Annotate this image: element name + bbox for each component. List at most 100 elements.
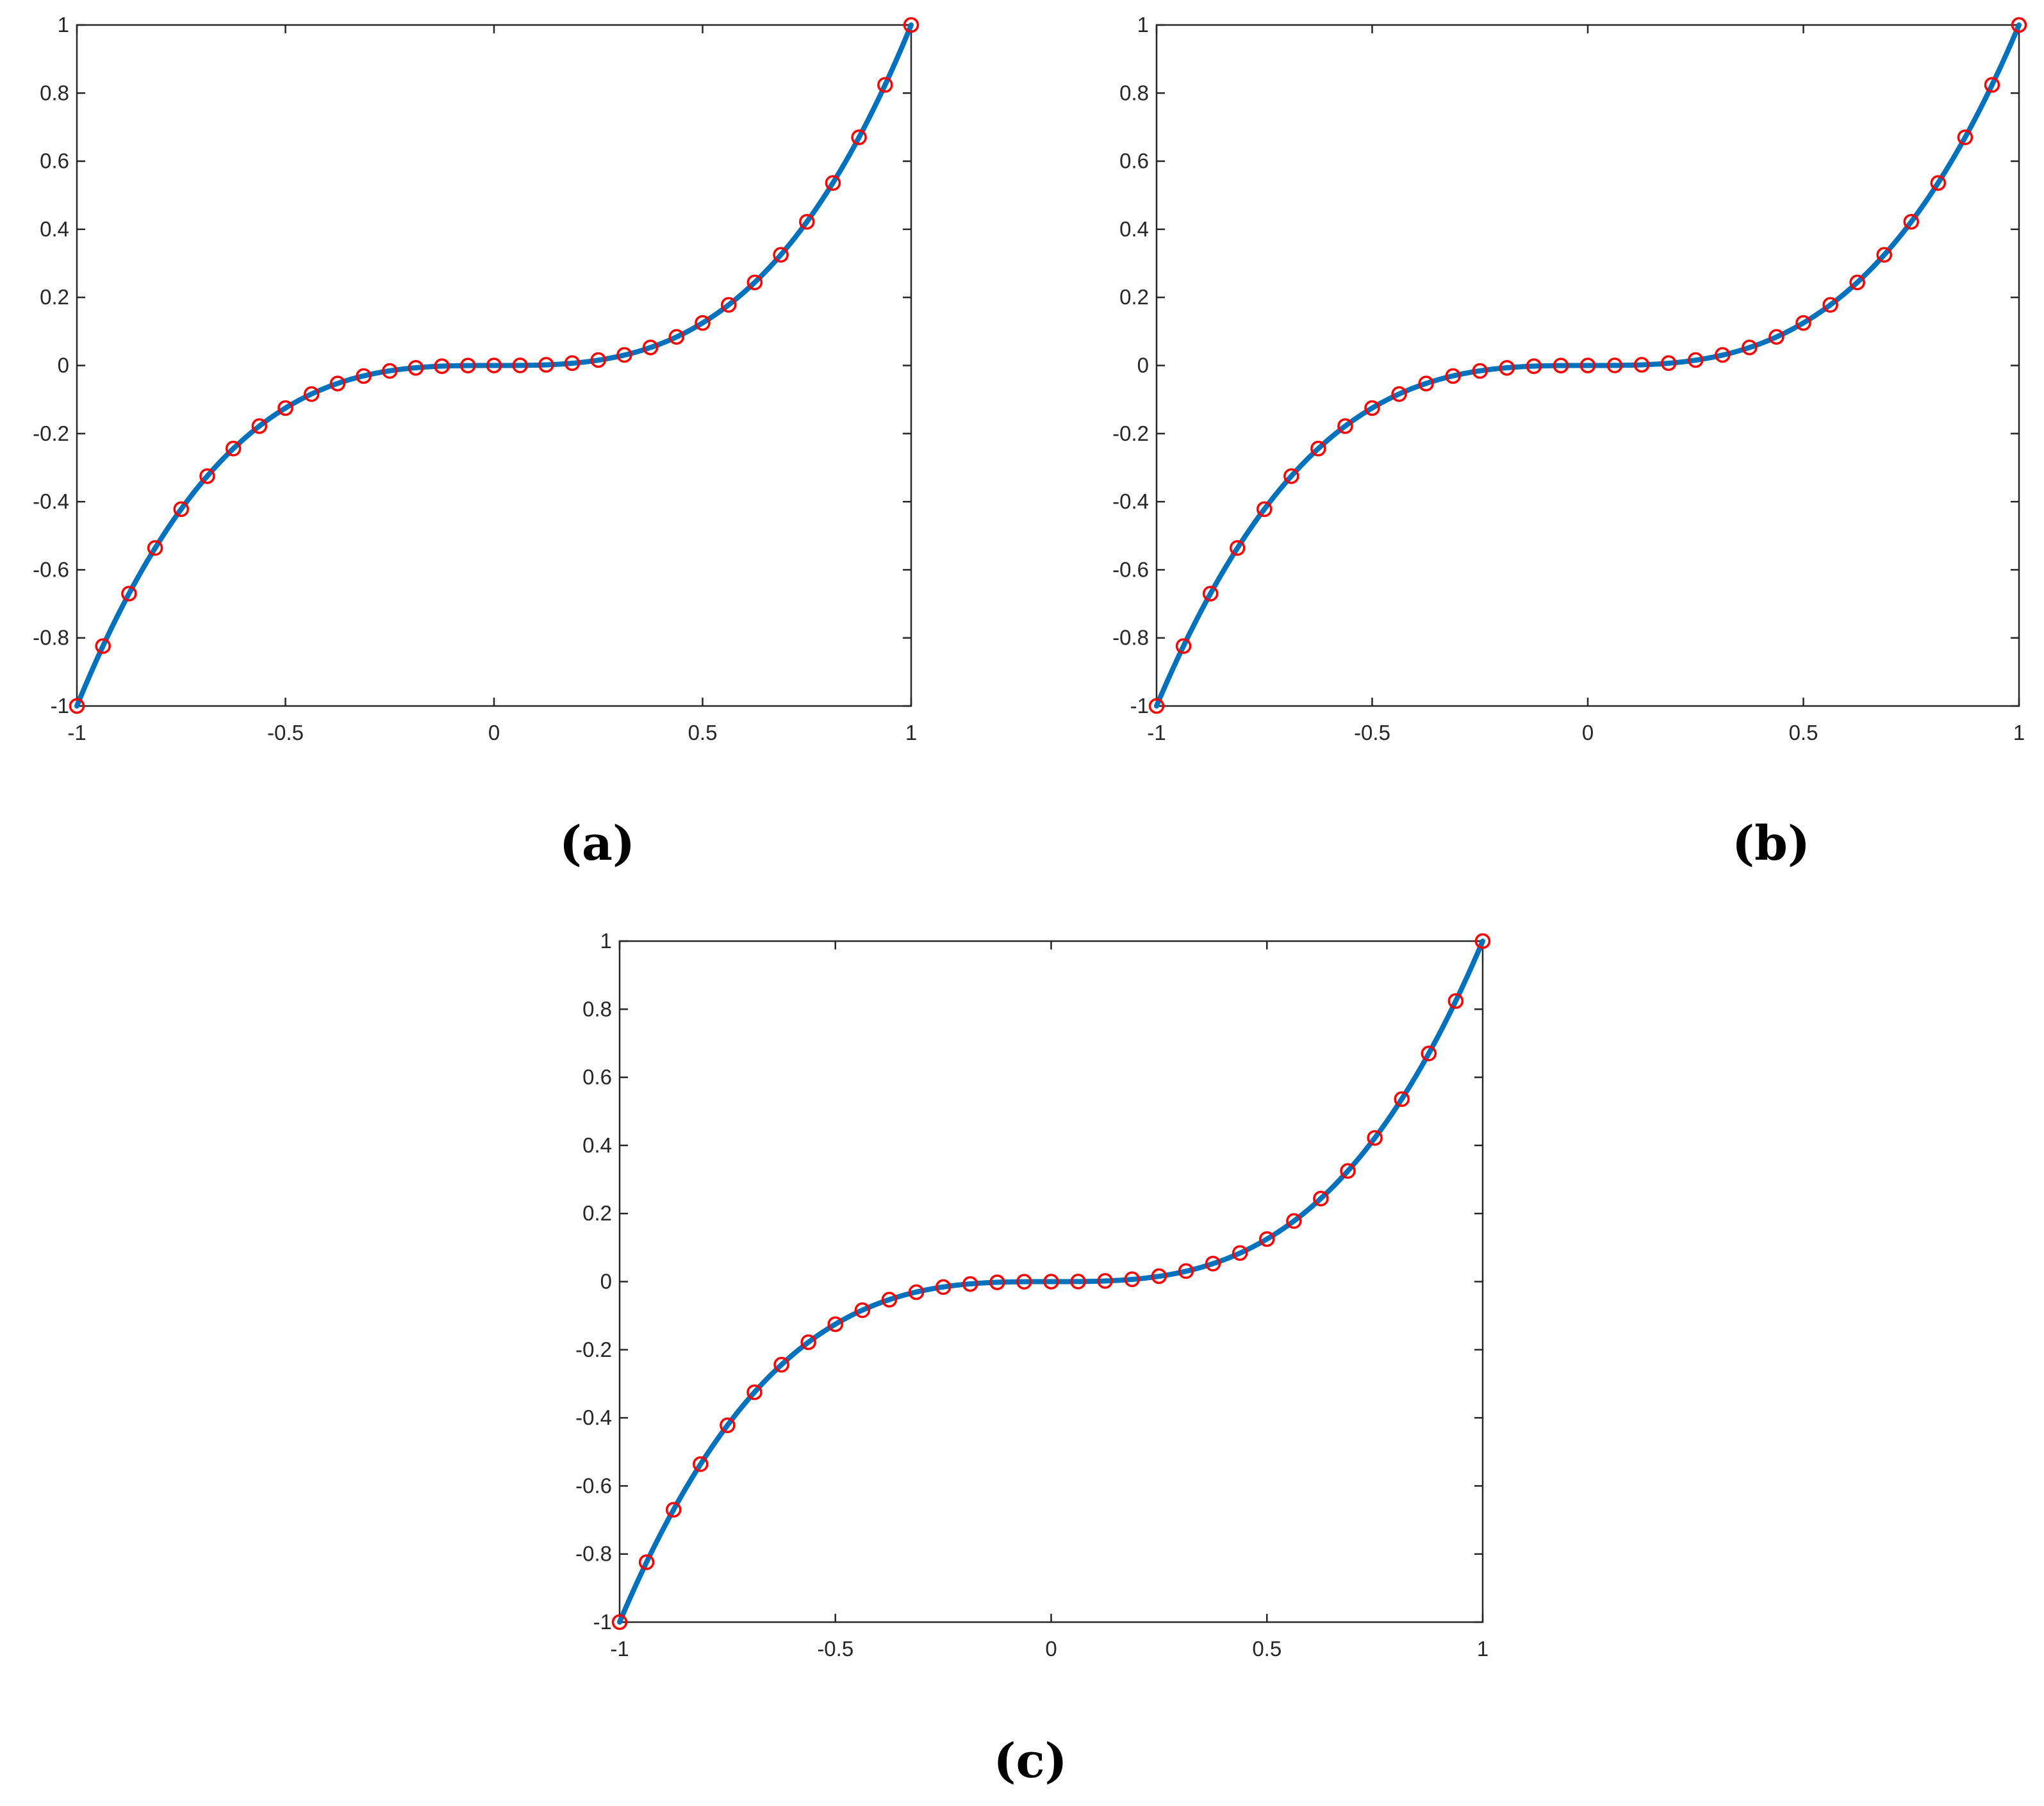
x-tick-label: -0.5: [267, 721, 304, 744]
data-point-marker: [695, 315, 711, 331]
data-point-marker: [251, 418, 268, 434]
data-point-marker: [1579, 357, 1596, 374]
x-tick-label: 1: [2013, 721, 2025, 744]
y-tick-label: -0.2: [1112, 422, 1149, 445]
caption-b: (b): [1732, 816, 1810, 871]
data-point-marker: [1930, 175, 1947, 191]
y-tick-label: -0.6: [575, 1474, 612, 1497]
y-tick-label: 0.2: [40, 285, 69, 309]
caption-c: (c): [993, 1734, 1067, 1789]
data-point-marker: [800, 1334, 816, 1350]
data-point-marker: [512, 357, 528, 374]
y-tick-label: 0: [600, 1270, 612, 1293]
y-tick-label: -1: [51, 694, 69, 718]
data-point-marker: [329, 375, 346, 391]
data-point-marker: [173, 501, 189, 518]
y-tick-label: 0.6: [40, 149, 69, 173]
data-point-marker: [1660, 355, 1677, 372]
data-point-marker: [1421, 1046, 1437, 1062]
y-tick-label: 0: [1137, 354, 1149, 377]
y-tick-label: -0.6: [1112, 557, 1149, 581]
y-tick-label: 0.4: [1119, 217, 1149, 241]
data-point-marker: [590, 352, 606, 368]
data-point-marker: [962, 1276, 978, 1292]
chart-a: -1 -0.8 -0.6 -0.4 -0.2 0 0.2 0.4 0.6 0.8 1 -1 -0.5 0 0…: [33, 13, 919, 744]
data-point-marker: [1232, 1245, 1248, 1261]
data-point-marker: [903, 17, 919, 33]
x-tick-label: 1: [905, 721, 917, 744]
data-point-marker: [1715, 347, 1731, 363]
data-point-marker: [1553, 357, 1569, 374]
data-point-marker: [538, 357, 554, 373]
data-point-marker: [1984, 77, 2000, 93]
data-point-marker: [1606, 357, 1623, 374]
data-point-marker: [908, 1284, 925, 1301]
y-tick-label: 0.4: [40, 217, 69, 241]
data-point-marker: [1205, 1256, 1221, 1272]
data-point-marker: [773, 247, 789, 263]
data-point-marker: [877, 77, 893, 93]
data-point-marker: [199, 468, 215, 484]
data-point-marker: [225, 440, 242, 457]
data-point-marker: [642, 340, 659, 356]
data-point-marker: [989, 1274, 1005, 1290]
data-point-marker: [95, 638, 111, 654]
data-point-marker: [1391, 386, 1407, 402]
data-point-marker: [303, 386, 320, 402]
y-tick-label: -1: [593, 1610, 612, 1634]
data-point-marker: [434, 358, 450, 374]
data-point-marker: [1526, 358, 1542, 374]
data-point-marker: [1286, 1213, 1302, 1229]
y-tick-label: 1: [58, 13, 69, 37]
data-point-marker: [2011, 17, 2027, 33]
series-line-cubic: [617, 939, 1485, 1625]
y-tick-label: -0.4: [1112, 489, 1149, 513]
data-point-marker: [486, 357, 502, 374]
data-point-marker: [356, 368, 372, 384]
data-point-marker: [1229, 540, 1246, 556]
series-line-cubic: [1154, 22, 2022, 709]
data-point-marker: [564, 355, 581, 372]
data-point-marker: [277, 400, 293, 416]
y-tick-label: -0.8: [575, 1542, 612, 1566]
data-point-marker: [121, 586, 137, 602]
data-point-marker: [720, 297, 737, 313]
data-point-marker: [825, 175, 841, 191]
data-point-marker: [1957, 129, 1974, 145]
x-tick-label: -0.5: [1354, 721, 1390, 744]
data-point-marker: [881, 1292, 898, 1308]
data-point-marker: [1499, 359, 1515, 376]
x-tick-label: -1: [610, 1637, 629, 1661]
y-tick-label: -0.6: [33, 557, 69, 581]
data-point-marker: [1688, 352, 1704, 368]
data-point-marker: [1447, 993, 1464, 1009]
y-tick-label: -0.4: [33, 489, 69, 513]
data-point-marker: [1340, 1163, 1356, 1179]
y-tick-label: 0.8: [582, 997, 612, 1021]
data-point-marker: [1849, 274, 1865, 291]
data-point-marker: [1175, 638, 1192, 654]
y-tick-label: -0.8: [33, 626, 69, 650]
x-tick-label: 1: [1477, 1637, 1488, 1661]
data-point-marker: [1394, 1091, 1410, 1107]
data-point-marker: [1257, 501, 1273, 518]
data-point-marker: [1043, 1274, 1059, 1290]
y-tick-label: -0.4: [575, 1406, 612, 1429]
data-point-marker: [935, 1279, 952, 1295]
data-point-marker: [693, 1456, 709, 1472]
y-tick-label: 0: [58, 354, 69, 377]
caption-a: (a): [559, 816, 635, 871]
data-point-marker: [773, 1356, 789, 1373]
data-point-marker: [1337, 418, 1353, 434]
data-point-marker: [1768, 329, 1784, 345]
data-point-marker: [611, 1614, 628, 1630]
data-point-marker: [382, 363, 398, 379]
y-tick-label: -1: [1130, 694, 1149, 718]
data-point-marker: [1367, 1129, 1383, 1146]
data-point-marker: [746, 274, 763, 291]
data-point-marker: [746, 1384, 762, 1400]
data-point-marker: [1445, 368, 1461, 384]
data-point-marker: [408, 359, 424, 376]
